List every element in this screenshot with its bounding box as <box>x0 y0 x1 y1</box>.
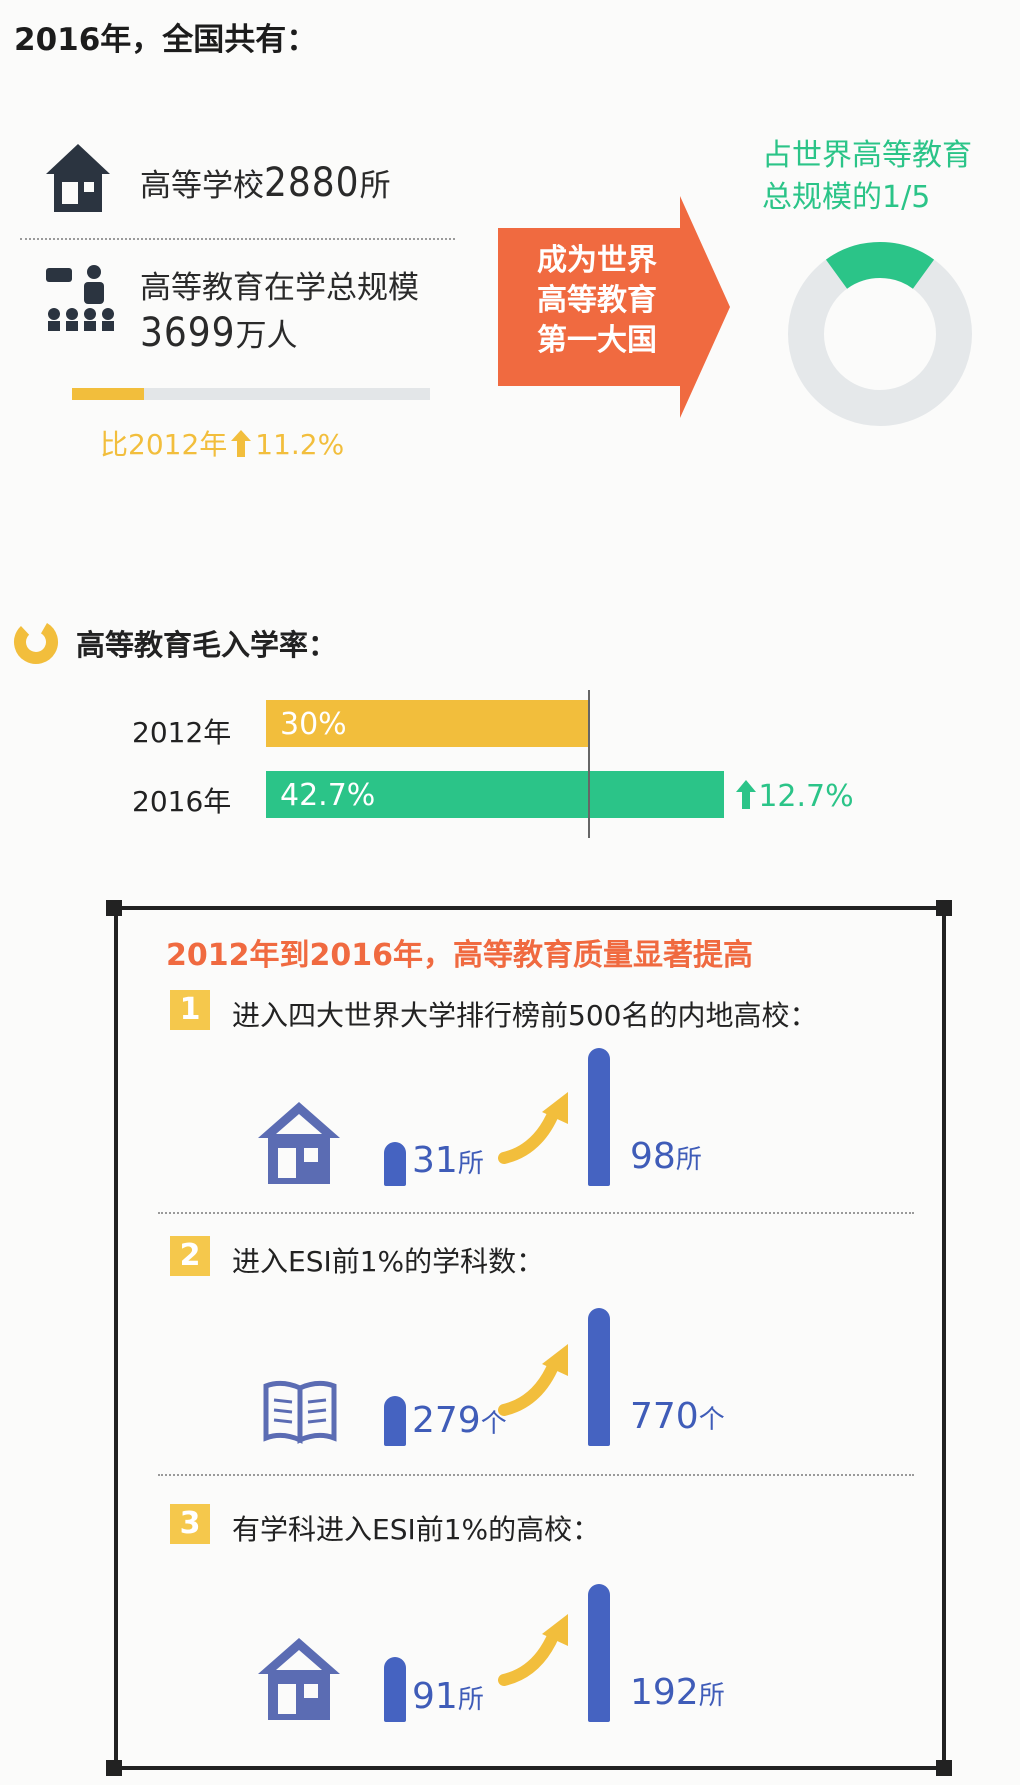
enrollment-title: 高等教育毛入学率： <box>76 628 338 662</box>
frame-corner <box>936 900 952 916</box>
world-share-line1: 占世界高等教育 <box>762 138 972 173</box>
frame-corner <box>106 900 122 916</box>
item-divider <box>158 1474 914 1476</box>
item-number-badge: 2 <box>170 1236 210 1276</box>
unit: 所 <box>698 1681 725 1711</box>
item-number-badge: 3 <box>170 1504 210 1544</box>
comparison-bar-before <box>384 1656 406 1722</box>
growth-value: 11.2% <box>255 428 345 461</box>
students-value: 3699 <box>140 310 236 356</box>
reference-line <box>588 690 590 838</box>
frame-corner <box>106 1760 122 1776</box>
comparison-bar-before <box>384 1142 406 1186</box>
students-stat: 3699万人 <box>140 310 298 356</box>
stats-divider <box>20 238 455 240</box>
arrow-line: 成为世界 <box>537 243 657 278</box>
value: 770 <box>630 1396 699 1437</box>
students-unit: 万人 <box>235 318 298 354</box>
students-label: 高等教育在学总规模 <box>140 270 419 306</box>
schools-stat: 高等学校2880所 <box>140 160 391 206</box>
house-icon <box>44 142 112 214</box>
value: 31 <box>412 1140 458 1181</box>
growth-text: 比2012年 11.2% <box>100 423 344 463</box>
item-text: 有学科进入ESI前1%的高校： <box>232 1513 601 1546</box>
item-divider <box>158 1212 914 1214</box>
frame-right <box>942 910 946 1766</box>
bar-year-label: 2016年 <box>132 785 232 818</box>
comparison-value-before: 279个 <box>412 1400 507 1441</box>
growth-track <box>72 388 430 400</box>
bar-value-label: 30% <box>280 707 347 742</box>
schools-value: 2880 <box>264 160 360 206</box>
ring-icon <box>12 618 60 666</box>
growth-fill <box>72 388 144 400</box>
comparison-bar-after <box>588 1584 610 1722</box>
increase-value: 12.7% <box>758 779 854 814</box>
comparison-value-before: 31所 <box>412 1140 484 1181</box>
donut-rest <box>788 242 972 426</box>
unit: 所 <box>675 1145 702 1175</box>
book-icon <box>262 1380 338 1448</box>
enrollment-bar-2016: 42.7% <box>266 771 725 818</box>
comparison-value-after: 770个 <box>630 1396 725 1437</box>
item-text: 进入四大世界大学排行榜前500名的内地高校： <box>232 999 818 1032</box>
schools-label: 高等学校 <box>140 168 264 204</box>
schools-unit: 所 <box>359 168 391 204</box>
comparison-bar-after <box>588 1308 610 1446</box>
world-share-donut <box>782 236 978 432</box>
value: 279 <box>412 1400 481 1441</box>
comparison-value-after: 98所 <box>630 1136 702 1177</box>
arrow-text: 成为世界 高等教育 第一大国 <box>508 241 686 361</box>
increase-label: 12.7% <box>736 779 854 814</box>
quality-title: 2012年到2016年，高等教育质量显著提高 <box>166 938 753 973</box>
item-text: 进入ESI前1%的学科数： <box>232 1245 545 1278</box>
growth-arrow-icon <box>498 1086 578 1166</box>
comparison-bar-before <box>384 1395 406 1446</box>
bar-year-label: 2012年 <box>132 716 232 749</box>
arrow-shape <box>498 196 730 418</box>
frame-bottom <box>108 1766 946 1770</box>
house-icon <box>256 1636 342 1722</box>
item-number-badge: 1 <box>170 990 210 1030</box>
world-share-line2: 总规模的1/5 <box>762 180 931 215</box>
people-icon <box>44 262 118 336</box>
unit: 所 <box>457 1149 484 1179</box>
growth-label: 比2012年 <box>100 428 228 461</box>
value: 192 <box>630 1672 699 1713</box>
value: 91 <box>412 1676 458 1717</box>
growth-arrow-icon <box>498 1608 578 1688</box>
page-title: 2016年，全国共有： <box>14 22 318 58</box>
enrollment-bar-2012: 30% <box>266 700 588 747</box>
bar-value-label: 42.7% <box>280 778 376 813</box>
frame-top <box>108 906 946 910</box>
comparison-value-after: 192所 <box>630 1672 725 1713</box>
arrow-line: 第一大国 <box>537 323 657 358</box>
frame-corner <box>936 1760 952 1776</box>
house-icon <box>256 1100 342 1186</box>
donut-share <box>825 242 935 290</box>
unit: 所 <box>457 1685 484 1715</box>
comparison-value-before: 91所 <box>412 1676 484 1717</box>
growth-arrow-icon <box>498 1338 578 1418</box>
frame-left <box>114 910 118 1766</box>
comparison-bar-after <box>588 1048 610 1186</box>
unit: 个 <box>698 1405 725 1435</box>
up-arrow-icon <box>736 779 757 814</box>
up-arrow-icon <box>231 428 252 461</box>
arrow-line: 高等教育 <box>537 283 657 318</box>
value: 98 <box>630 1136 676 1177</box>
